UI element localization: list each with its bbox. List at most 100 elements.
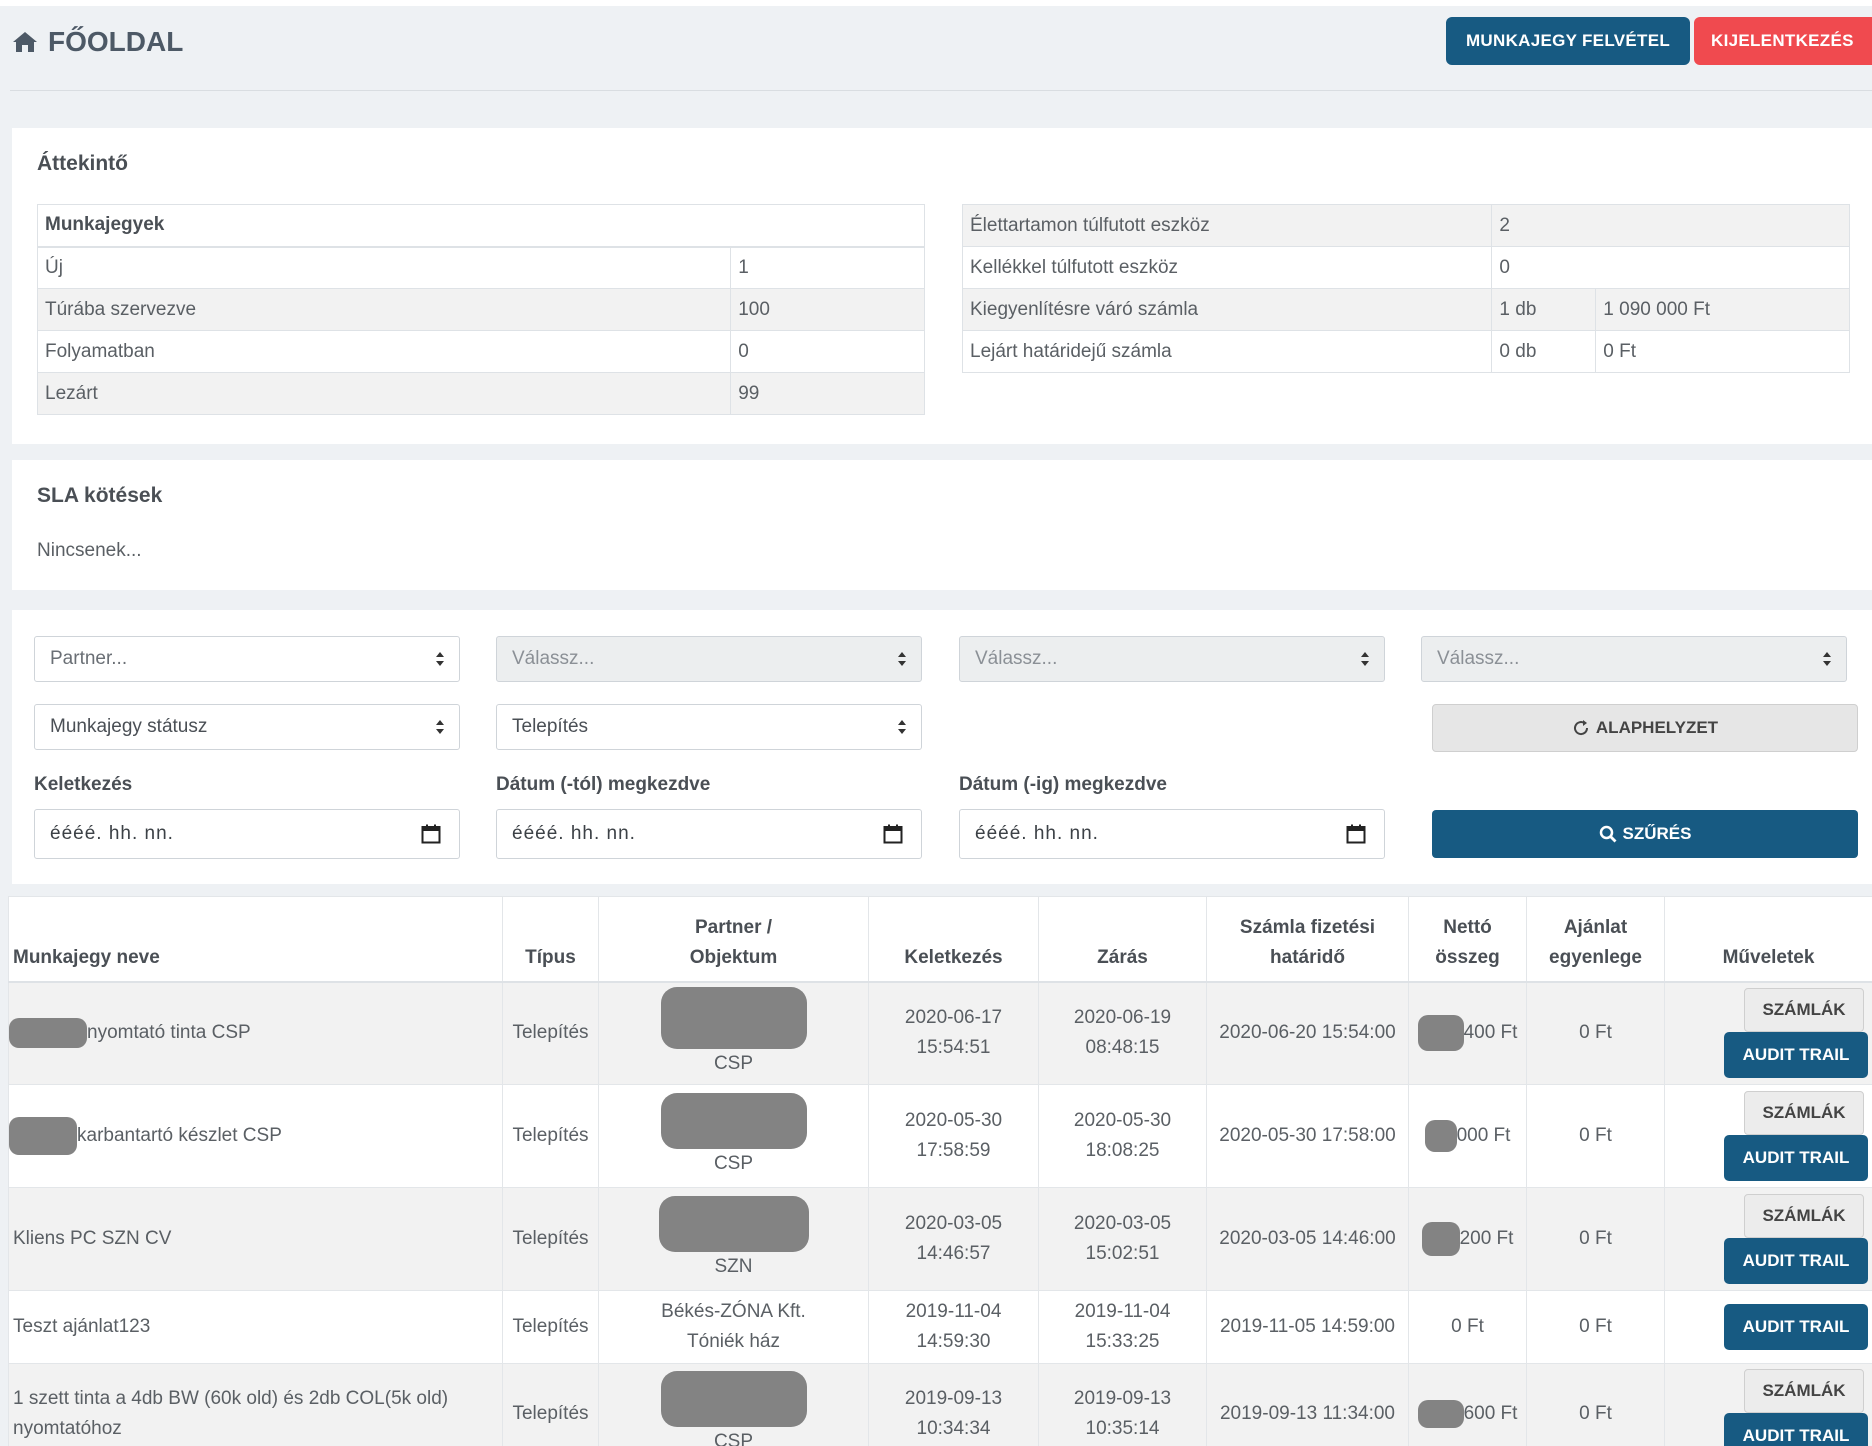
summary-row: Élettartamon túlfutott eszköz 2 xyxy=(961,204,1850,247)
col-net-header[interactable]: Nettó összeg xyxy=(1408,896,1527,983)
type-select[interactable]: Telepítés xyxy=(496,704,922,750)
reset-button[interactable]: ALAPHELYZET xyxy=(1432,704,1858,752)
table-row[interactable]: nyomtató tinta CSP Telepítés CSP 2020-06… xyxy=(8,981,1872,1085)
filter-button[interactable]: SZŰRÉS xyxy=(1432,810,1858,858)
summary-value: 100 xyxy=(730,288,925,331)
summary-value: 1 db xyxy=(1491,288,1597,331)
redacted-block xyxy=(1421,1221,1460,1256)
table-row[interactable]: karbantartó készlet CSP Telepítés CSP 20… xyxy=(8,1083,1872,1188)
invoices-button[interactable]: SZÁMLÁK xyxy=(1744,1193,1864,1238)
object-select[interactable]: Válassz... xyxy=(496,636,922,682)
invoices-button[interactable]: SZÁMLÁK xyxy=(1744,988,1864,1033)
ticket-name-cell[interactable]: nyomtató tinta CSP xyxy=(8,981,503,1085)
col-partner-header[interactable]: Partner / Objektum xyxy=(598,896,869,983)
ticket-actions-cell: SZÁMLÁKAUDIT TRAIL xyxy=(1664,1186,1872,1291)
invoices-button[interactable]: SZÁMLÁK xyxy=(1744,1090,1864,1135)
summary-value: 0 db xyxy=(1491,330,1597,373)
from-date-input[interactable]: éééé. hh. nn. xyxy=(496,809,922,859)
summary-row: Kiegyenlítésre váró számla 1 db 1 090 000 … xyxy=(961,288,1850,331)
object-select-value: Válassz... xyxy=(512,648,595,669)
assets-summary-table: Élettartamon túlfutott eszköz 2 Kellékkel… xyxy=(961,204,1850,373)
logout-button[interactable]: KIJELENTKEZÉS xyxy=(1694,17,1872,65)
ticket-actions-cell: SZÁMLÁKAUDIT TRAIL xyxy=(1664,1362,1872,1446)
summary-label: Túrába szervezve xyxy=(36,288,732,331)
col-type-header[interactable]: Típus xyxy=(502,896,599,983)
ticket-offer-cell: 0 Ft xyxy=(1526,1289,1665,1364)
third-select[interactable]: Válassz... xyxy=(959,636,1385,682)
ticket-closed-cell: 2019-11-04 15:33:25 xyxy=(1038,1289,1207,1364)
summary-row: Túrába szervezve 100 xyxy=(36,288,925,331)
ticket-due-cell: 2020-03-05 14:46:00 xyxy=(1206,1186,1409,1291)
select-arrows-icon xyxy=(1823,652,1831,666)
ticket-name-cell[interactable]: Kliens PC SZN CV xyxy=(8,1186,503,1291)
select-arrows-icon xyxy=(898,652,906,666)
ticket-net-cell: 0 Ft xyxy=(1408,1289,1527,1364)
col-name-header[interactable]: Munkajegy neve xyxy=(8,896,503,983)
to-date-input[interactable]: éééé. hh. nn. xyxy=(959,809,1385,859)
summary-value: 99 xyxy=(730,372,925,415)
redacted-block xyxy=(660,1371,807,1427)
partner-select[interactable]: Partner... xyxy=(34,636,460,682)
type-select-value: Telepítés xyxy=(512,716,589,737)
summary-row: Lezárt 99 xyxy=(36,372,925,415)
ticket-due-cell: 2020-06-20 15:54:00 xyxy=(1206,981,1409,1085)
col-closed-header[interactable]: Zárás xyxy=(1038,896,1207,983)
audit-trail-button[interactable]: AUDIT TRAIL xyxy=(1724,1134,1868,1181)
third-select-value: Válassz... xyxy=(975,648,1058,669)
calendar-icon[interactable] xyxy=(1346,824,1366,844)
calendar-icon[interactable] xyxy=(421,824,441,844)
top-strip xyxy=(0,0,1872,6)
fourth-select[interactable]: Válassz... xyxy=(1421,636,1847,682)
created-date-input[interactable]: éééé. hh. nn. xyxy=(34,809,460,859)
redacted-block xyxy=(9,1116,77,1155)
invoices-button[interactable]: SZÁMLÁK xyxy=(1744,1369,1864,1413)
header-divider xyxy=(10,90,1872,91)
audit-trail-button[interactable]: AUDIT TRAIL xyxy=(1724,1032,1868,1079)
redacted-block xyxy=(1417,1015,1464,1052)
redacted-block xyxy=(1424,1119,1457,1152)
summary-label: Kiegyenlítésre váró számla xyxy=(961,288,1493,331)
table-row[interactable]: Teszt ajánlat123 Telepítés Békés-ZÓNA Kf… xyxy=(8,1289,1872,1364)
ticket-type-cell: Telepítés xyxy=(502,981,599,1085)
ticket-partner-cell: CSP xyxy=(598,981,869,1085)
ticket-name-cell[interactable]: karbantartó készlet CSP xyxy=(8,1083,503,1188)
col-due-header[interactable]: Számla fizetési határidő xyxy=(1206,896,1409,983)
col-offer-header[interactable]: Ajánlat egyenlege xyxy=(1526,896,1665,983)
status-select-value: Munkajegy státusz xyxy=(50,716,208,737)
new-ticket-button[interactable]: MUNKAJEGY FELVÉTEL xyxy=(1446,17,1690,65)
to-date-label: Dátum (-ig) megkezdve xyxy=(959,774,1167,795)
select-arrows-icon xyxy=(898,720,906,734)
summary-label: Folyamatban xyxy=(36,330,732,373)
audit-trail-button[interactable]: AUDIT TRAIL xyxy=(1724,1413,1868,1446)
created-date-placeholder: éééé. hh. nn. xyxy=(50,823,174,844)
ticket-actions-cell: SZÁMLÁKAUDIT TRAIL xyxy=(1664,1083,1872,1188)
table-row[interactable]: 1 szett tinta a 4db BW (60k old) és 2db … xyxy=(8,1362,1872,1446)
sla-empty-text: Nincsenek... xyxy=(37,540,142,561)
ticket-offer-cell: 0 Ft xyxy=(1526,981,1665,1085)
audit-trail-button[interactable]: AUDIT TRAIL xyxy=(1724,1237,1868,1284)
to-date-placeholder: éééé. hh. nn. xyxy=(975,823,1099,844)
table-header-row: Munkajegy neve Típus Partner / Objektum K… xyxy=(8,896,1872,983)
redacted-block xyxy=(660,1092,807,1149)
audit-trail-button[interactable]: AUDIT TRAIL xyxy=(1724,1303,1868,1350)
table-row[interactable]: Kliens PC SZN CV Telepítés SZN 2020-03-0… xyxy=(8,1186,1872,1291)
status-select[interactable]: Munkajegy státusz xyxy=(34,704,460,750)
ticket-created-cell: 2019-09-13 10:34:34 xyxy=(868,1362,1039,1446)
fourth-select-value: Válassz... xyxy=(1437,648,1520,669)
calendar-icon[interactable] xyxy=(883,824,903,844)
ticket-offer-cell: 0 Ft xyxy=(1526,1362,1665,1446)
summary-label: Új xyxy=(36,246,732,289)
ticket-name-cell[interactable]: Teszt ajánlat123 xyxy=(8,1289,503,1364)
ticket-net-cell: 000 Ft xyxy=(1408,1083,1527,1188)
select-arrows-icon xyxy=(436,720,444,734)
summary-label: Lejárt határidejű számla xyxy=(961,330,1493,373)
ticket-due-cell: 2019-11-05 14:59:00 xyxy=(1206,1289,1409,1364)
created-date-label: Keletkezés xyxy=(34,774,133,795)
redacted-block xyxy=(658,1195,809,1252)
summary-label: Kellékkel túlfutott eszköz xyxy=(961,246,1493,289)
ticket-partner-cell: CSP xyxy=(598,1083,869,1188)
ticket-partner-cell: CSP xyxy=(598,1362,869,1446)
ticket-name-cell[interactable]: 1 szett tinta a 4db BW (60k old) és 2db … xyxy=(8,1362,503,1446)
col-created-header[interactable]: Keletkezés xyxy=(868,896,1039,983)
ticket-net-cell: 200 Ft xyxy=(1408,1186,1527,1291)
